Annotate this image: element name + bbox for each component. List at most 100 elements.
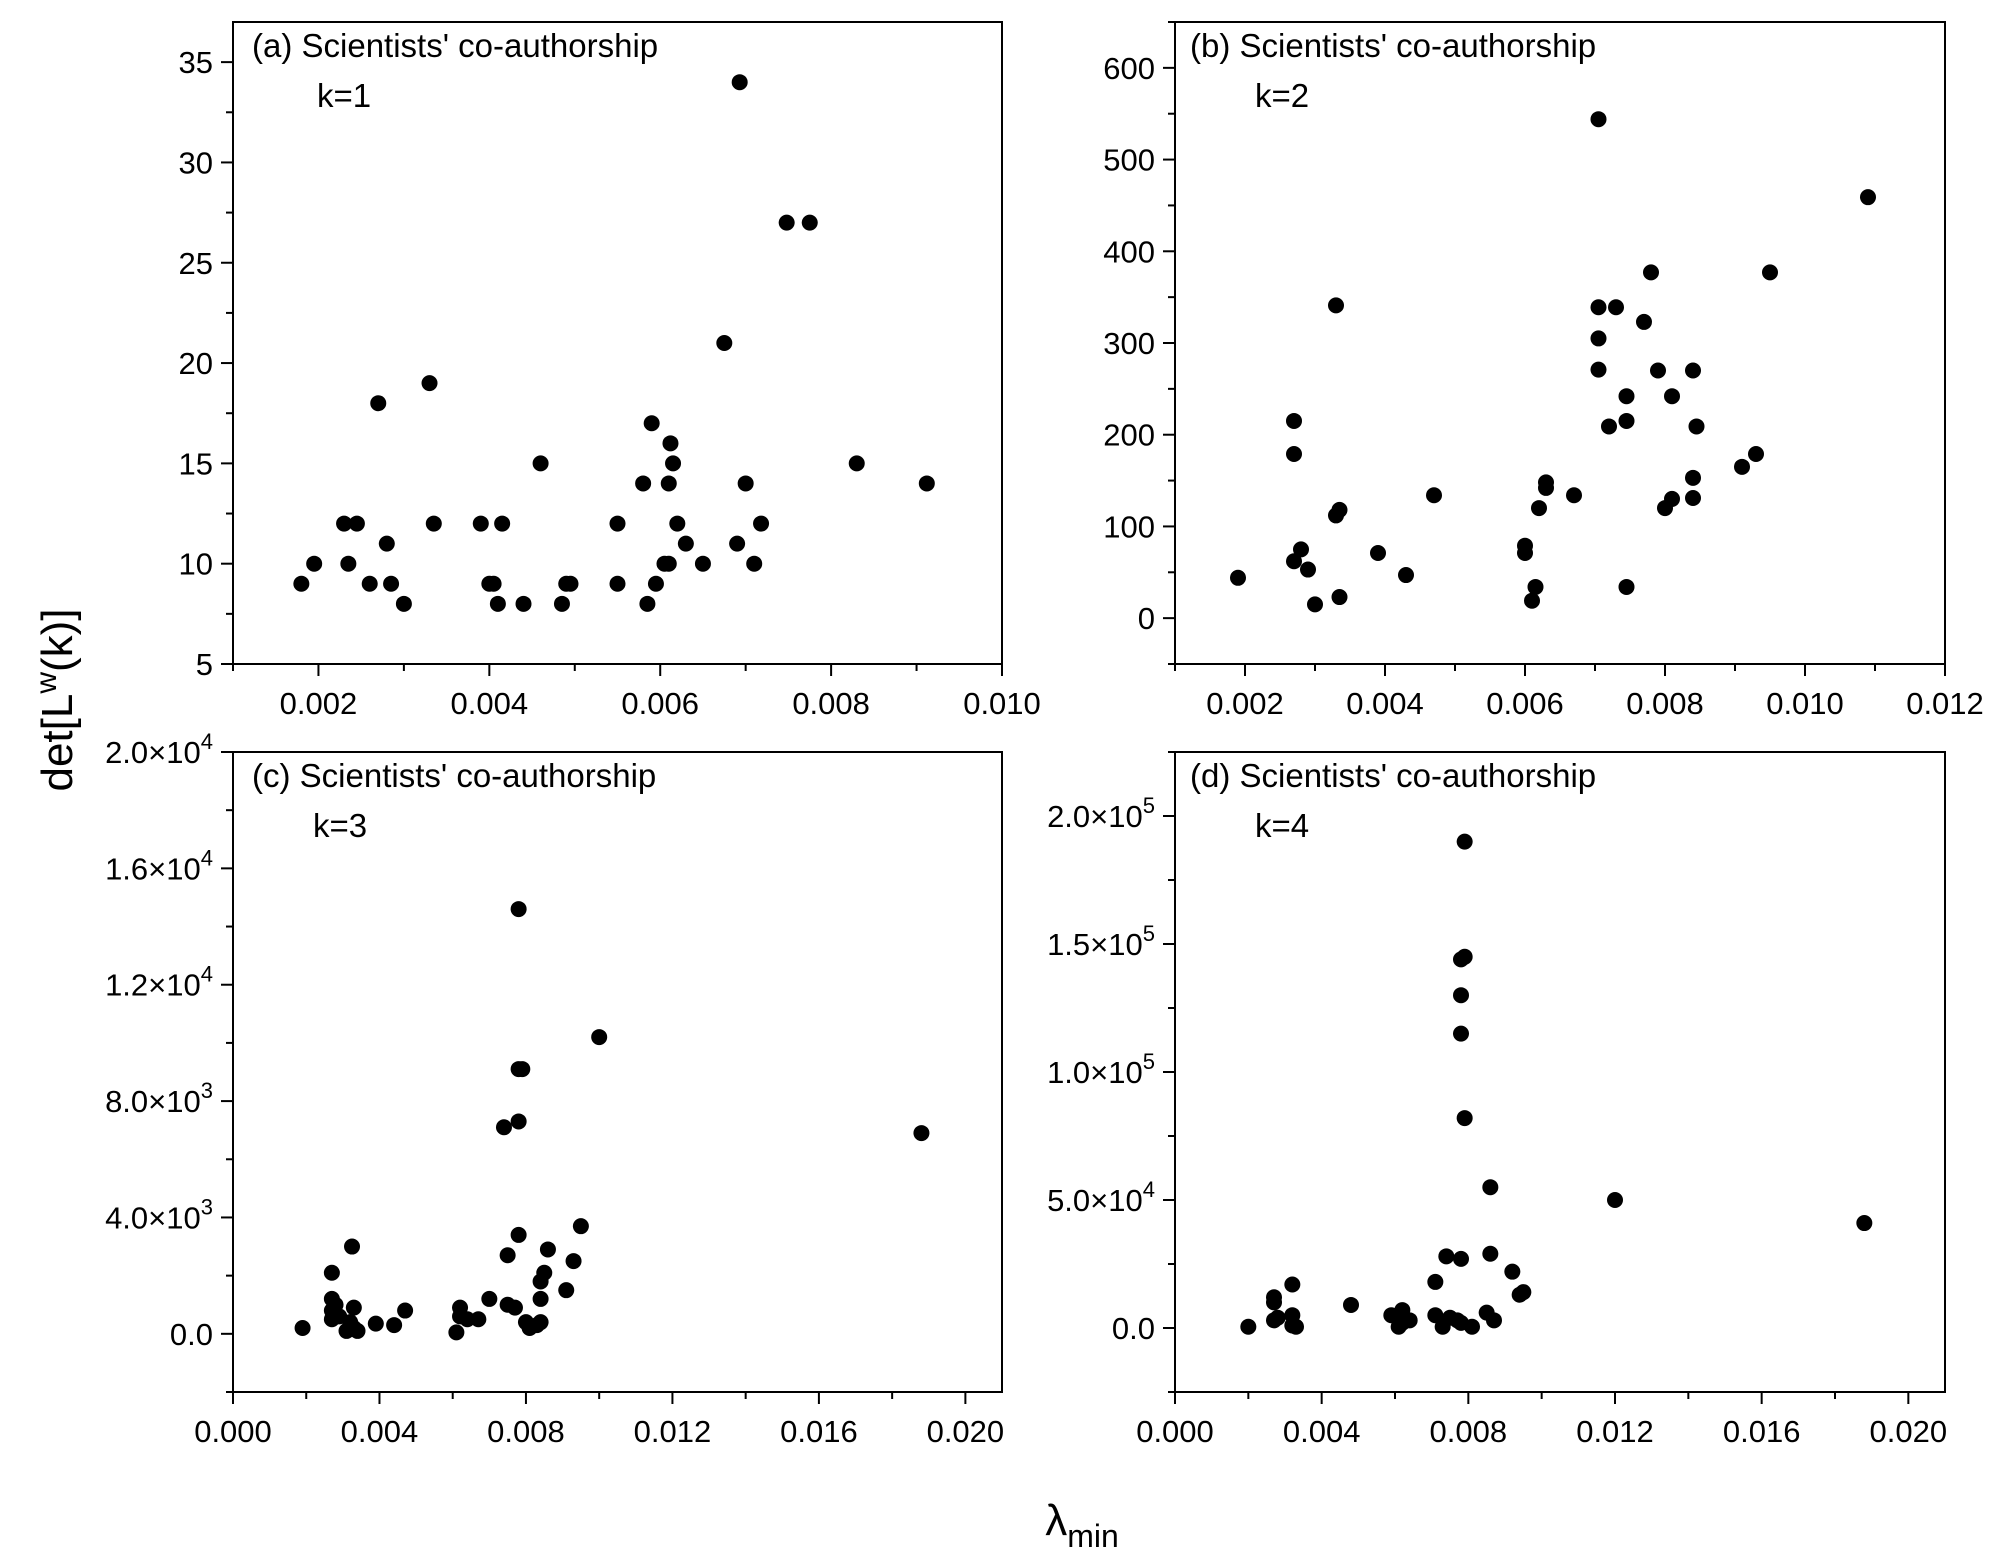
y-tick-label: 4.0×103: [105, 1194, 213, 1235]
data-point: [1293, 541, 1309, 558]
data-point: [1531, 500, 1547, 517]
x-tick-label: 0.012: [634, 1414, 712, 1449]
data-point: [532, 1290, 549, 1307]
data-point: [340, 555, 357, 572]
y-tick-mantissa: 1.6×10: [105, 851, 201, 886]
y-tick-mantissa: 0.0: [1112, 1311, 1155, 1346]
data-point: [499, 1247, 516, 1264]
plot-frame: [1174, 751, 1946, 1393]
data-point: [515, 595, 532, 612]
data-point: [677, 535, 694, 552]
data-point: [306, 555, 323, 572]
data-point: [1664, 490, 1680, 507]
data-point: [731, 74, 748, 91]
y-tick-exponent: 4: [201, 962, 213, 987]
panel-k-label: k=1: [317, 77, 371, 114]
y-tick-label: 0: [1138, 601, 1155, 636]
data-point: [1643, 264, 1659, 281]
y-tick-label: 1.0×105: [1047, 1049, 1155, 1090]
data-point: [1307, 596, 1323, 613]
panel-title: (b) Scientists' co-authorship: [1190, 27, 1596, 64]
data-point: [448, 1324, 465, 1341]
y-tick-exponent: 5: [1143, 793, 1155, 818]
data-point: [1284, 1276, 1301, 1293]
y-tick-label: 35: [179, 45, 213, 80]
data-point: [1240, 1318, 1257, 1335]
data-point: [348, 515, 365, 532]
data-point: [386, 1317, 403, 1334]
y-tick-mantissa: 2.0×10: [1047, 799, 1143, 834]
x-tick-label: 0.020: [927, 1414, 1005, 1449]
data-point: [1453, 987, 1469, 1004]
data-point: [397, 1302, 414, 1319]
x-axis-title-sub: min: [1067, 1518, 1119, 1549]
data-point: [1286, 445, 1302, 462]
data-point: [1482, 1245, 1499, 1262]
data-point: [1762, 264, 1778, 281]
data-point: [1453, 1025, 1469, 1042]
data-point: [323, 1264, 340, 1281]
data-point: [1856, 1215, 1873, 1232]
data-point: [1607, 1192, 1623, 1208]
data-point: [729, 535, 746, 552]
data-point: [753, 515, 770, 532]
data-point: [294, 1320, 311, 1336]
y-tick-label: 15: [179, 446, 213, 481]
data-point: [647, 575, 664, 592]
data-point: [1269, 1309, 1286, 1326]
y-tick-exponent: 5: [1143, 1049, 1155, 1074]
data-point: [470, 1311, 487, 1328]
y-tick-exponent: 4: [201, 845, 213, 870]
data-point: [1618, 412, 1635, 429]
data-point: [1456, 948, 1473, 965]
data-point: [367, 1315, 384, 1332]
data-point: [1482, 1179, 1499, 1196]
data-point: [1230, 569, 1246, 586]
data-point: [485, 575, 502, 592]
data-point: [562, 575, 579, 592]
data-point: [494, 515, 511, 532]
data-point: [669, 515, 686, 532]
plot-frame: [232, 21, 1003, 665]
data-point: [639, 595, 656, 612]
data-point: [425, 515, 442, 532]
y-tick-label: 1.2×104: [105, 962, 213, 1003]
data-point: [1650, 362, 1666, 379]
data-point: [1860, 189, 1876, 206]
x-tick-label: 0.004: [451, 686, 529, 721]
data-point: [1504, 1263, 1521, 1280]
y-tick-label: 5.0×104: [1047, 1177, 1155, 1218]
panel-title: (d) Scientists' co-authorship: [1190, 757, 1596, 794]
y-tick-mantissa: 1.5×10: [1047, 927, 1143, 962]
x-tick-label: 0.012: [1576, 1414, 1654, 1449]
x-tick-label: 0.010: [963, 686, 1041, 721]
x-tick-label: 0.000: [1136, 1414, 1214, 1449]
panel-b: 0.002 0.004 0.006 0.008 0.010 0.012 0 100 200 300…: [1103, 21, 1984, 721]
y-tick-label: 200: [1103, 418, 1155, 453]
y-tick-label: 600: [1103, 51, 1155, 86]
data-point: [361, 575, 378, 592]
data-point: [1288, 1318, 1304, 1335]
y-tick-exponent: 3: [201, 1194, 213, 1219]
data-point: [1464, 1318, 1480, 1335]
data-point: [635, 475, 652, 492]
y-tick-mantissa: 8.0×10: [105, 1084, 201, 1119]
data-point: [716, 335, 733, 351]
x-tick-label: 0.006: [1486, 686, 1564, 721]
y-tick-label: 300: [1103, 326, 1155, 361]
y-tick-exponent: 4: [201, 729, 213, 754]
x-tick-label: 0.004: [341, 1414, 419, 1449]
y-tick-label: 8.0×103: [105, 1078, 213, 1119]
y-tick-label: 25: [179, 246, 213, 281]
data-point: [1438, 1248, 1455, 1265]
data-point: [737, 475, 754, 492]
data-point: [1685, 489, 1701, 506]
data-point: [1618, 578, 1635, 595]
panel-title: (a) Scientists' co-authorship: [252, 27, 658, 64]
data-point: [1328, 297, 1344, 314]
x-tick-label: 0.004: [1283, 1414, 1361, 1449]
data-point: [662, 435, 679, 452]
y-tick-mantissa: 5.0×10: [1047, 1183, 1143, 1218]
x-tick-label: 0.004: [1346, 686, 1424, 721]
